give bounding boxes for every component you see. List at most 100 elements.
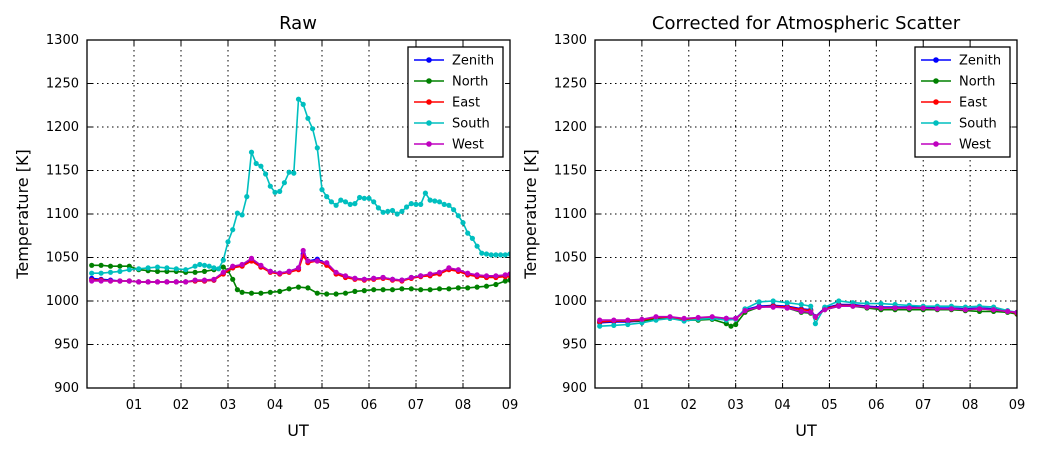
data-point xyxy=(324,194,330,200)
legend-marker xyxy=(426,120,432,126)
data-point xyxy=(733,321,739,328)
data-point xyxy=(427,197,433,203)
data-point xyxy=(920,305,926,311)
data-point xyxy=(784,305,790,311)
legend-label: North xyxy=(452,75,488,90)
data-point xyxy=(399,277,405,283)
data-point xyxy=(451,207,457,213)
data-point xyxy=(798,308,804,314)
legend-label: Zenith xyxy=(959,54,1001,69)
x-tick-label: 09 xyxy=(502,398,519,413)
data-point xyxy=(611,322,617,328)
data-point xyxy=(380,274,386,281)
data-point xyxy=(380,287,386,293)
data-point xyxy=(272,189,278,195)
legend: Zenith North East South West xyxy=(914,46,1011,158)
series-west xyxy=(89,247,510,285)
data-point xyxy=(455,213,461,219)
data-point xyxy=(498,252,504,258)
data-point xyxy=(474,284,480,290)
x-tick-label: 09 xyxy=(1009,398,1026,413)
y-tick-label: 1250 xyxy=(46,77,79,92)
data-point xyxy=(361,276,367,282)
data-point xyxy=(98,270,104,276)
y-tick-label: 1300 xyxy=(554,33,587,48)
data-point xyxy=(822,307,828,313)
data-point xyxy=(295,284,302,290)
data-point xyxy=(107,263,114,269)
data-point xyxy=(756,304,762,310)
data-point xyxy=(808,303,814,309)
data-point xyxy=(681,315,687,321)
data-point xyxy=(653,314,659,320)
data-point xyxy=(493,273,499,279)
series-west xyxy=(597,303,1017,323)
data-point xyxy=(192,277,198,283)
data-point xyxy=(465,285,471,291)
data-point xyxy=(192,263,198,269)
plot-frame xyxy=(86,39,511,389)
data-point xyxy=(352,201,358,207)
data-point xyxy=(460,220,466,226)
data-point xyxy=(502,278,508,284)
data-point xyxy=(206,263,212,269)
x-axis-label: UT xyxy=(287,421,309,440)
data-point xyxy=(493,252,499,258)
data-point xyxy=(136,266,142,272)
data-point xyxy=(639,316,645,322)
data-point xyxy=(154,279,161,285)
data-point xyxy=(286,169,292,175)
data-point xyxy=(436,286,443,292)
data-point xyxy=(277,288,283,294)
data-point xyxy=(352,275,358,281)
data-point xyxy=(333,291,339,297)
data-point xyxy=(267,183,273,189)
legend-marker xyxy=(933,78,939,84)
data-point xyxy=(324,260,330,266)
data-point xyxy=(625,317,631,323)
data-point xyxy=(991,307,997,313)
data-point xyxy=(878,305,884,311)
data-point xyxy=(267,268,273,274)
data-point xyxy=(286,286,292,292)
data-point xyxy=(446,286,452,292)
data-point xyxy=(248,255,255,261)
data-point xyxy=(1005,308,1011,314)
y-tick-label: 1150 xyxy=(46,164,79,179)
data-point xyxy=(352,288,358,294)
y-tick-label: 1050 xyxy=(554,251,587,266)
data-point xyxy=(413,201,419,207)
legend-label: South xyxy=(452,117,490,132)
data-point xyxy=(192,269,198,275)
data-point xyxy=(371,199,377,205)
data-point xyxy=(314,258,320,264)
data-point xyxy=(380,209,386,215)
axis-ticks: 900 950 1000 1050 1100 1150 1200 1250 1300 01 02 03… xyxy=(554,33,1025,413)
legend-marker xyxy=(933,99,939,105)
data-point xyxy=(244,194,250,200)
data-point xyxy=(366,195,372,201)
y-axis-label: Temperature [K] xyxy=(521,149,540,279)
data-point xyxy=(117,263,123,269)
data-point xyxy=(211,265,217,271)
data-point xyxy=(263,171,269,177)
data-point xyxy=(98,278,104,284)
data-point xyxy=(934,306,940,312)
data-point xyxy=(107,278,114,284)
data-point xyxy=(836,303,842,309)
data-point xyxy=(173,266,179,272)
legend-label: West xyxy=(452,138,484,153)
legend-marker xyxy=(426,99,432,105)
data-point xyxy=(597,317,603,323)
x-tick-label: 02 xyxy=(681,398,698,413)
data-point xyxy=(136,279,142,285)
data-point xyxy=(389,287,396,293)
data-point xyxy=(319,187,325,193)
data-point xyxy=(389,276,396,282)
data-point xyxy=(399,286,405,292)
x-tick-label: 04 xyxy=(774,398,791,413)
series-north xyxy=(89,262,510,297)
data-point xyxy=(742,308,748,314)
data-point xyxy=(483,283,490,289)
data-point xyxy=(465,270,471,276)
